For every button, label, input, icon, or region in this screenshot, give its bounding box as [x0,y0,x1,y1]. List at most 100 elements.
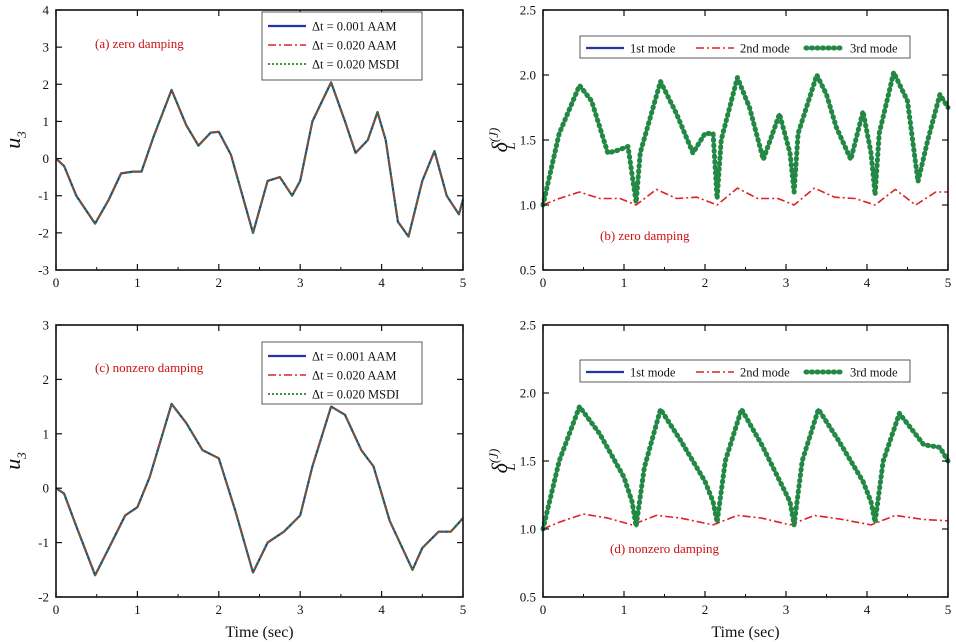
y-tick-label: 1 [43,114,50,129]
y-axis-label-superscript: (J) [486,449,501,463]
y-tick-label: 0 [43,481,50,496]
y-axis-label: δ(J)L [486,128,518,153]
x-tick-label: 1 [134,602,141,617]
y-axis-label-symbol: δ [487,462,512,473]
legend: Δt = 0.001 AAM Δt = 0.020 AAM Δt = 0.020 M… [261,11,423,81]
y-axis-label-symbol: u [0,459,25,470]
legend-label-1: Δt = 0.001 AAM [312,20,397,34]
panel-annotation: (c) nonzero damping [95,360,204,375]
x-tick-label: 0 [53,275,60,290]
y-axis-label: u3 [0,452,29,470]
y-tick-label: -1 [38,188,49,203]
x-tick-label: 5 [460,275,467,290]
x-tick-label: 5 [945,275,952,290]
x-tick-label: 1 [621,275,628,290]
series-line-2 [542,513,949,530]
y-tick-label: 1.0 [520,198,536,213]
x-tick-label: 4 [864,602,871,617]
legend: 1st mode 2nd mode 3rd mode [579,35,911,59]
y-tick-label: 1.0 [520,522,536,537]
y-axis-label-superscript: (J) [486,128,501,142]
x-axis-label: Time (sec) [711,624,779,641]
y-tick-label: 1.5 [520,133,536,148]
legend-label-3: Δt = 0.020 MSDI [312,58,399,72]
y-tick-label: -3 [38,263,49,278]
y-tick-label: 2 [43,77,50,92]
x-tick-label: 1 [621,602,628,617]
x-tick-label: 2 [702,602,709,617]
series-line-3 [55,403,464,577]
y-tick-label: 2.0 [520,68,536,83]
y-tick-label: -1 [38,535,49,550]
y-tick-label: -2 [38,590,49,605]
y-tick-label: 2.5 [520,318,536,333]
y-tick-label: 0.5 [520,263,536,278]
y-axis-label-subscript: 3 [14,131,29,139]
x-tick-label: 1 [134,275,141,290]
series-line-1 [541,405,949,530]
x-tick-label: 2 [216,275,223,290]
y-tick-label: 1.5 [520,454,536,469]
x-tick-label: 4 [378,602,385,617]
legend-label-3: 3rd mode [850,366,898,380]
x-tick-label: 0 [540,275,547,290]
y-axis-label: u3 [0,131,29,149]
y-tick-label: 3 [43,40,50,55]
legend-label-2: Δt = 0.020 AAM [312,369,397,383]
y-axis-label-subscript: 3 [14,452,29,460]
panel-annotation: (a) zero damping [95,36,184,51]
y-tick-label: 3 [43,318,50,333]
legend-label-2: 2nd mode [740,42,790,56]
y-axis-label-subscript: L [503,463,518,471]
legend-box [261,11,423,81]
legend-label-1: 1st mode [630,42,676,56]
series-line-2 [542,187,948,206]
x-tick-label: 3 [783,602,790,617]
x-tick-label: 5 [460,602,467,617]
x-tick-label: 4 [864,275,871,290]
panel-b: 0 1 2 3 4 5 0.5 1.0 1.5 2.0 2.5 δ(J)L (b) zero dampi… [486,3,951,291]
y-axis-label-symbol: δ [487,141,512,152]
y-axis-label: δ(J)L [486,449,518,474]
series-line-3 [540,69,951,208]
x-tick-label: 3 [783,275,790,290]
x-tick-label: 2 [702,275,709,290]
panel-d: 0 1 2 3 4 5 0.5 1.0 1.5 2.0 2.5 δ(J)L Time (sec) (d) … [486,318,951,642]
legend: Δt = 0.001 AAM Δt = 0.020 AAM Δt = 0.020 M… [261,341,423,405]
x-tick-label: 3 [297,602,304,617]
legend-label-2: 2nd mode [740,366,790,380]
y-tick-label: -2 [38,225,49,240]
x-tick-label: 3 [297,275,304,290]
series-line-3 [55,81,464,238]
y-tick-label: 1 [43,426,50,441]
x-axis-label: Time (sec) [225,624,293,641]
legend-label-1: 1st mode [630,366,676,380]
panel-annotation: (b) zero damping [600,228,690,243]
legend-box [579,359,911,383]
y-axis-label-subscript: L [503,142,518,150]
y-tick-label: 2.0 [520,386,536,401]
y-tick-label: 2.5 [520,3,536,18]
x-tick-label: 5 [945,602,952,617]
series-line-3 [540,404,951,532]
y-axis-label-symbol: u [0,138,25,149]
legend: 1st mode 2nd mode 3rd mode [579,359,911,383]
legend-label-2: Δt = 0.020 AAM [312,39,397,53]
y-tick-label: 4 [43,3,50,18]
panel-annotation: (d) nonzero damping [610,541,720,556]
x-tick-label: 2 [216,602,223,617]
y-tick-label: 0 [43,151,50,166]
legend-label-3: Δt = 0.020 MSDI [312,388,399,402]
legend-label-3: 3rd mode [850,42,898,56]
x-tick-label: 0 [53,602,60,617]
x-tick-label: 0 [540,602,547,617]
x-tick-label: 4 [378,275,385,290]
series-line-1 [55,402,464,577]
series-line-1 [55,81,465,238]
y-tick-label: 0.5 [520,590,536,605]
y-tick-label: 2 [43,372,50,387]
legend-box [579,35,911,59]
